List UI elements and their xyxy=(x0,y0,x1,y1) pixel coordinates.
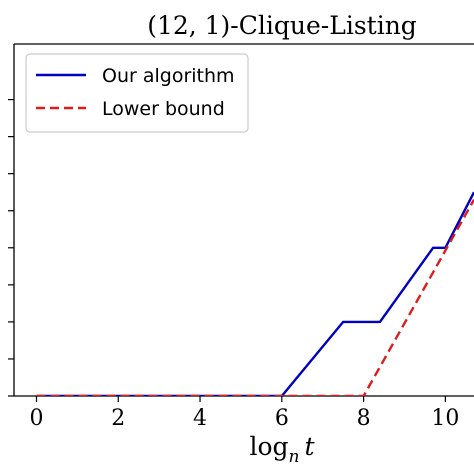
x-tick-label: 8 xyxy=(357,406,371,431)
series-layer xyxy=(36,191,474,396)
legend-box xyxy=(25,53,249,133)
legend: Our algorithm Lower bound xyxy=(25,53,249,133)
x-axis-label-var: t xyxy=(304,432,315,461)
legend-label-lower-bound: Lower bound xyxy=(102,98,225,120)
legend-label-our-algorithm: Our algorithm xyxy=(102,65,235,87)
x-tick-label: 10 xyxy=(431,406,459,431)
series-line-lower-bound xyxy=(36,199,474,396)
x-axis-label: logn t xyxy=(249,432,315,467)
x-tick-label: 2 xyxy=(111,406,125,431)
x-axis-label-base: n xyxy=(289,447,300,467)
x-tick-label: 6 xyxy=(275,406,289,431)
series-line-our-algorithm xyxy=(36,191,474,396)
x-tick-label: 0 xyxy=(29,406,43,431)
chart-title: (12, 1)-Clique-Listing xyxy=(147,11,417,40)
x-axis-label-log: log xyxy=(249,432,288,461)
x-tick-label: 4 xyxy=(193,406,207,431)
